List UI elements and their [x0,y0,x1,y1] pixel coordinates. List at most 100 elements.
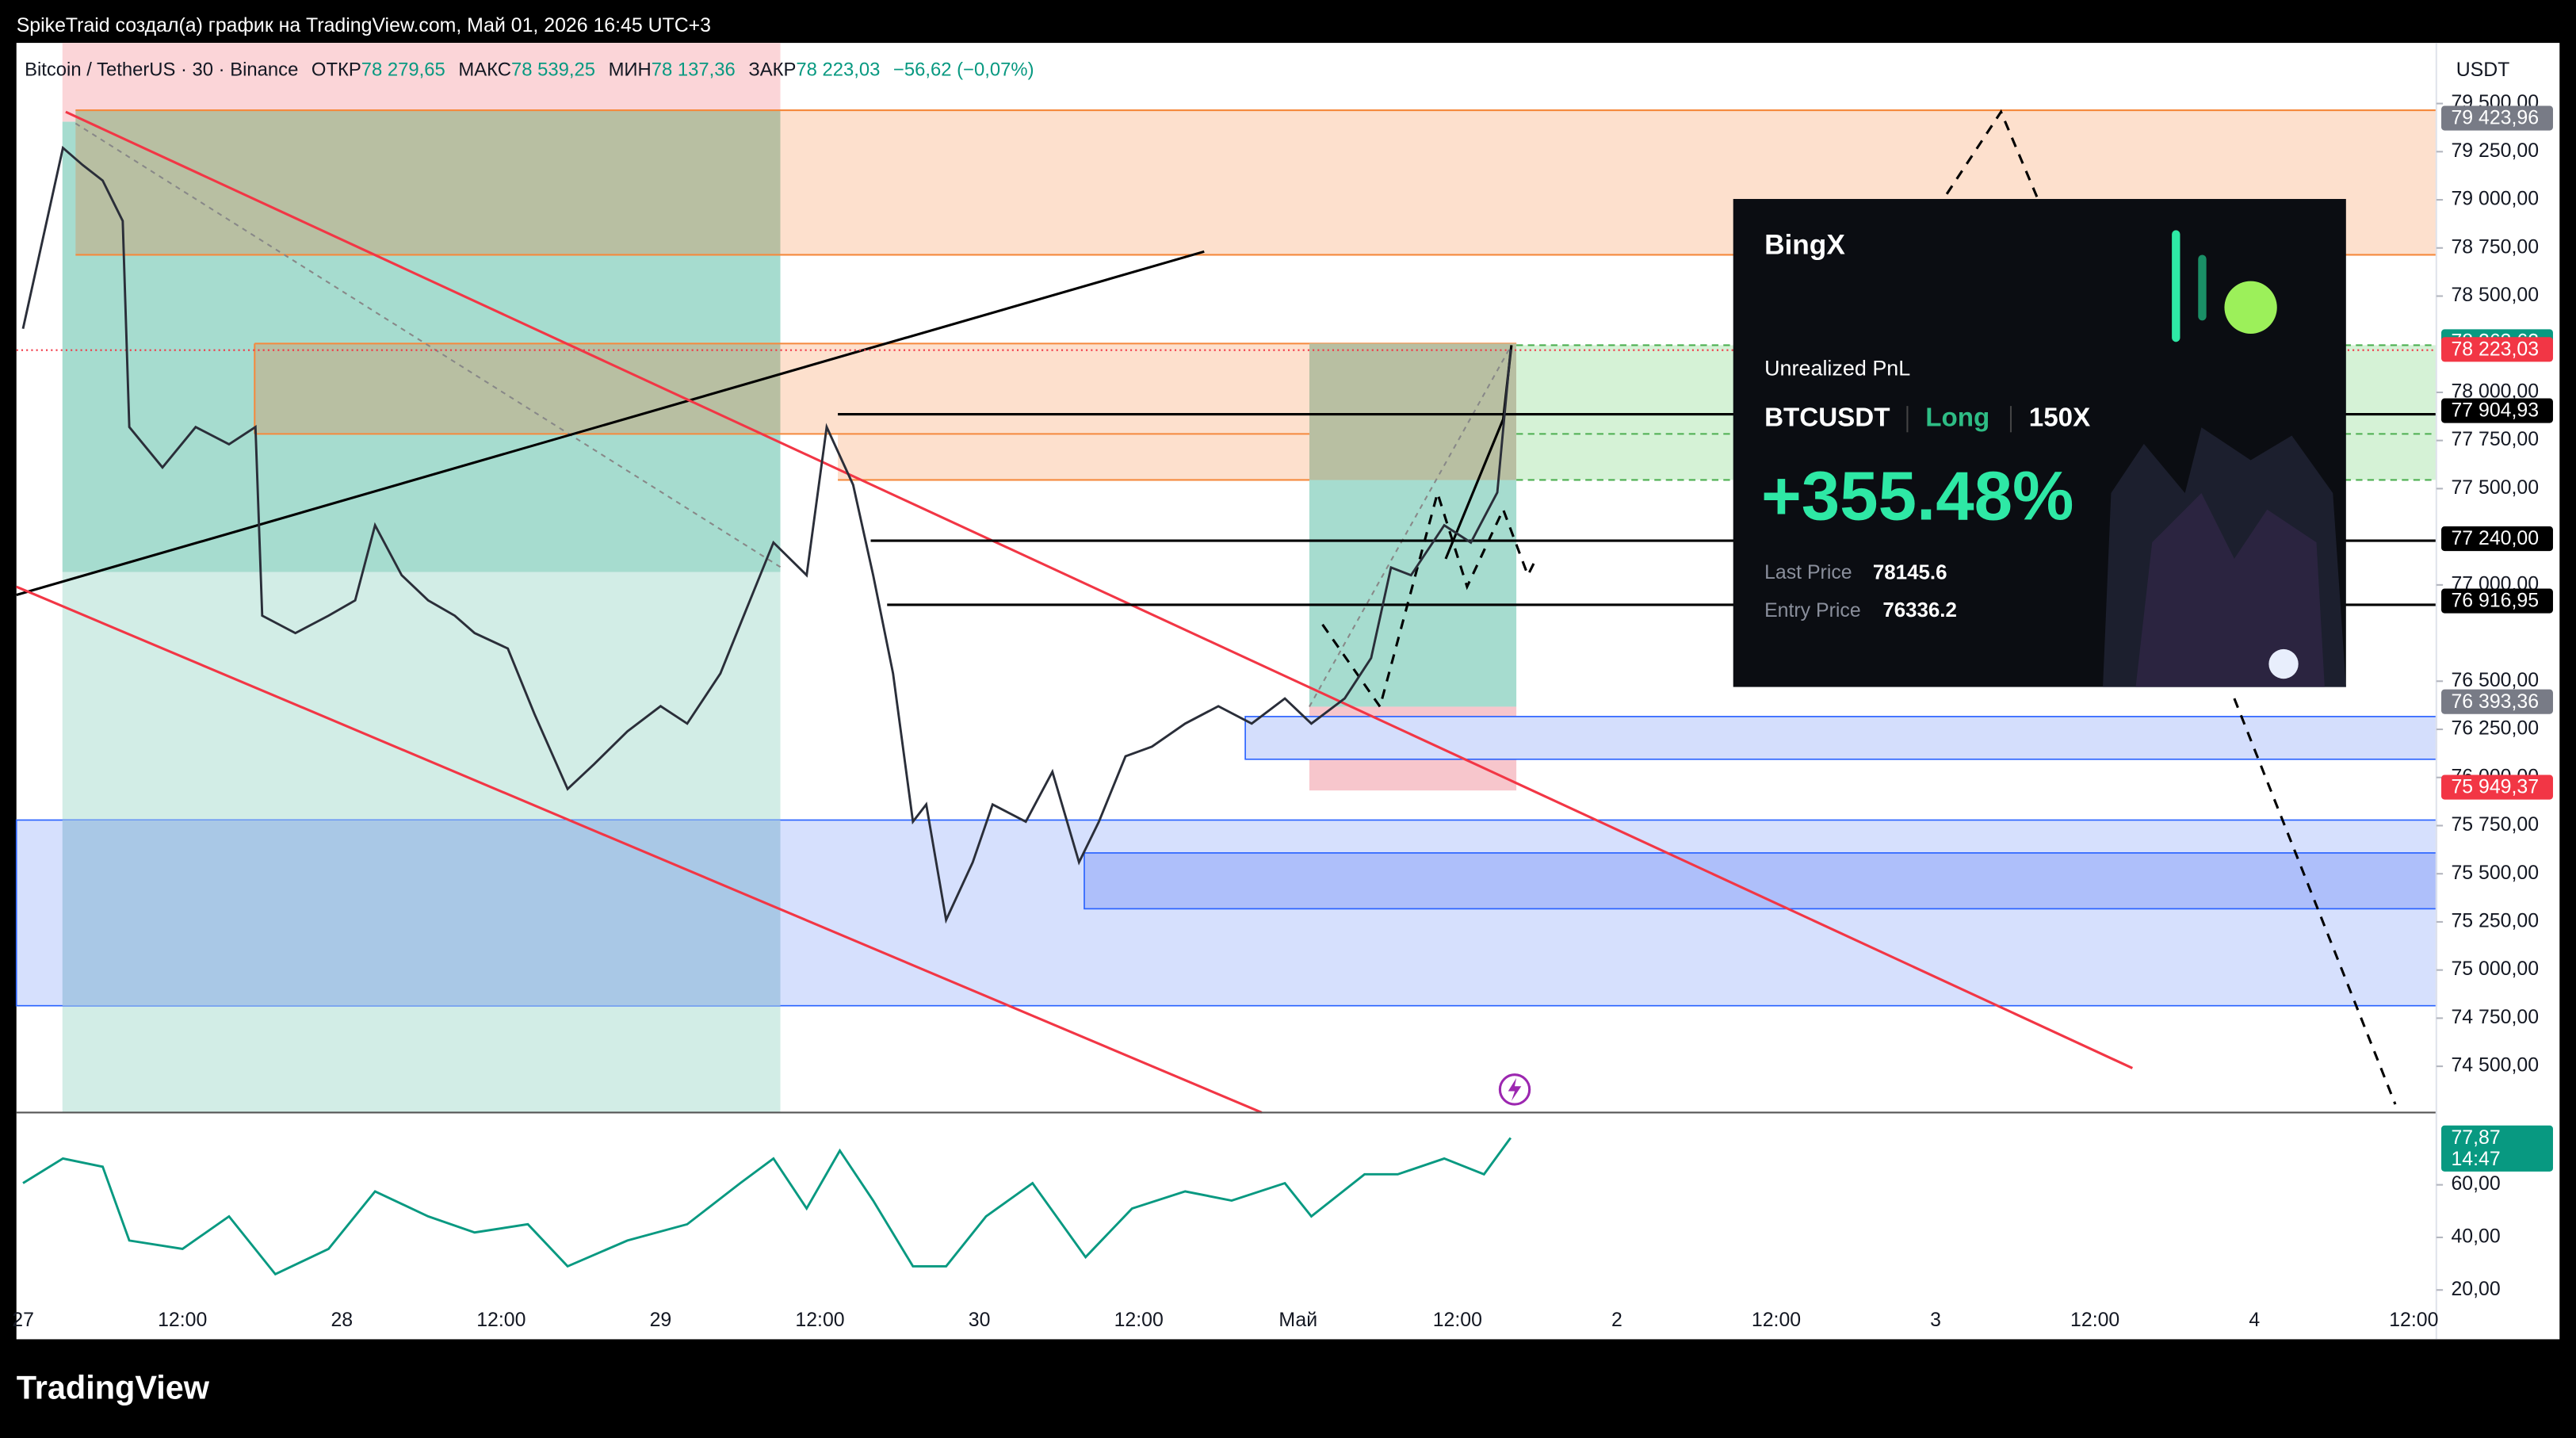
zone [1244,716,2437,760]
x-tick-label: 27 [12,1309,34,1331]
zone [838,434,1309,480]
card-side: Long [1925,403,1989,432]
x-tick-label: 12:00 [2070,1309,2119,1331]
y-tick-label: 77 500,00 [2451,476,2539,499]
price-label: 77,87 [2451,1126,2500,1149]
zone [62,43,781,122]
zone [254,343,781,434]
card-brand: BingX [1764,229,1845,260]
card-label: Last Price [1764,561,1852,583]
y-tick-label: 78 750,00 [2451,235,2539,258]
y-tick-label: 76 500,00 [2451,669,2539,691]
price-label-box [2441,774,2553,800]
y-tick-label: 75 750,00 [2451,813,2539,836]
card-caption: Unrealized PnL [1764,357,1910,381]
price-label: 75 949,37 [2451,776,2539,798]
card-leverage: 150X [2029,403,2090,432]
card-pair: BTCUSDT [1764,403,1890,432]
trend-line [1309,344,1512,707]
card-decor [2224,281,2277,334]
x-tick-label: 2 [1611,1309,1622,1331]
y-tick-label: 20,00 [2451,1278,2500,1300]
price-label-box [2441,337,2553,362]
zone [1309,480,1517,707]
zone [62,820,781,1006]
y-tick-label: 74 750,00 [2451,1006,2539,1028]
x-tick-label: 12:00 [1752,1309,1801,1331]
price-label-box [2441,526,2553,552]
legend-value: 78 539,25 [511,59,595,81]
y-tick-label: 60,00 [2451,1172,2500,1195]
legend: Bitcoin / TetherUS · 30 · Binance ОТКР78 … [25,59,1034,81]
x-tick-label: 29 [650,1309,672,1331]
card-players [2135,493,2325,687]
y-tick-label: 77 750,00 [2451,428,2539,450]
card-label: Entry Price [1764,599,1861,621]
projection [2233,698,2397,1105]
price-label: 77 240,00 [2451,527,2539,549]
zone [780,343,1309,434]
trend-line [16,250,1205,597]
trend-line [75,122,782,568]
legend-label: МАКС [458,59,511,81]
price-label-box [2441,105,2553,131]
series-line [22,1137,1512,1276]
zone [1309,343,1517,480]
x-tick-label: 28 [331,1309,353,1331]
legend-change: −56,62 (−0,07%) [893,59,1034,81]
x-tick-label: 30 [969,1309,991,1331]
price-label: 76 916,95 [2451,590,2539,612]
x-tick-label: 12:00 [795,1309,844,1331]
price-label: 78 223,03 [2451,338,2539,360]
y-tick-label: 79 000,00 [2451,188,2539,210]
y-tick-label: 75 250,00 [2451,910,2539,932]
axis-currency: USDT [2456,59,2510,81]
price-label-box [2441,588,2553,614]
legend-symbol: Bitcoin / TetherUS · 30 · Binance [25,59,298,81]
x-tick-label: 3 [1930,1309,1941,1331]
channel-line [65,110,2134,1069]
card-ball [2268,648,2299,679]
marks [21,145,1512,1276]
price-label: 77 904,93 [2451,400,2539,422]
y-tick-label: 76 250,00 [2451,717,2539,740]
countdown: 14:47 [2451,1148,2500,1170]
price-label-box [2441,1125,2553,1172]
card-value: 78145.6 [1873,561,1947,583]
y-tick-label: 78 500,00 [2451,284,2539,306]
card-value: 76336.2 [1882,599,1957,621]
pnl-card: BingX Unrealized PnL BTCUSDT Long 150X +… [1733,198,2346,687]
attribution: SpikeTraid создал(а) график на TradingVi… [17,14,711,36]
y-tick-label: 79 250,00 [2451,140,2539,162]
series-line [21,145,1512,924]
zone [75,110,781,255]
legend-value: 78 137,36 [652,59,736,81]
card-decor [2172,230,2180,342]
y-tick-label: 75 500,00 [2451,862,2539,884]
card-pnl: +355.48% [1761,457,2073,534]
price-label: 79 423,96 [2451,107,2539,129]
legend-value: 78 279,65 [361,59,445,81]
price-label: 76 393,36 [2451,690,2539,713]
x-tick-label: 4 [2249,1309,2260,1331]
x-tick-label: 12:00 [476,1309,526,1331]
legend-label: МИН [609,59,652,81]
zone [1084,852,2437,910]
x-tick-label: Май [1278,1309,1317,1331]
price-label-box [2441,398,2553,423]
legend-label: ОТКР [311,59,361,81]
event-icon-bolt [1508,1077,1522,1101]
projection [1945,109,2039,198]
x-tick-label: 12:00 [1114,1309,1164,1331]
x-tick-label: 12:00 [158,1309,207,1331]
price-label-box [2441,689,2553,714]
y-tick-label: 75 000,00 [2451,958,2539,980]
legend-label: ЗАКР [748,59,796,81]
y-tick-label: 74 500,00 [2451,1054,2539,1077]
channel-line [16,585,1263,1114]
y-tick-label: 40,00 [2451,1226,2500,1248]
legend-value: 78 223,03 [796,59,880,81]
x-tick-label: 12:00 [1433,1309,1482,1331]
